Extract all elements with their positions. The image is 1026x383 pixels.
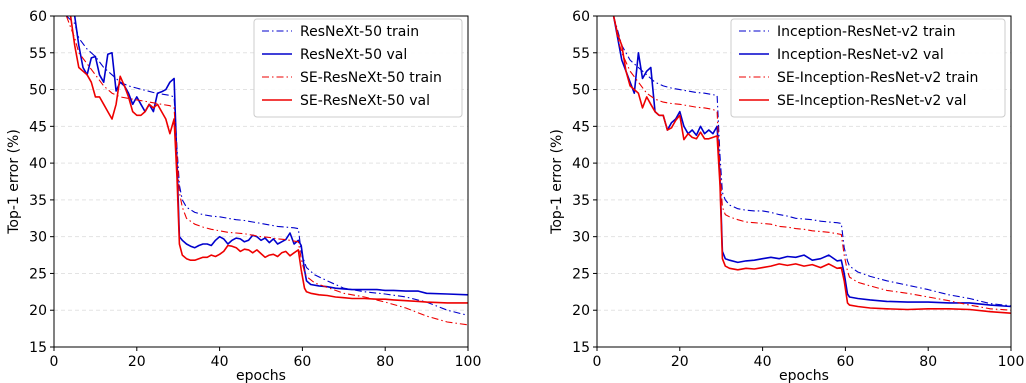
x-tick-label: 20	[671, 354, 689, 370]
y-tick-label: 55	[572, 46, 590, 62]
legend-label: ResNeXt-50 val	[300, 47, 407, 63]
legend-label: ResNeXt-50 train	[300, 24, 419, 40]
series-line-1	[613, 16, 1011, 307]
chart-panel-1: 0 20 40 60 80 100 15 20 25 30 35 40 45 50 55 60 epochs To…	[6, 9, 481, 383]
y-tick-label: 20	[29, 303, 47, 319]
x-tick-label: 60	[836, 354, 854, 370]
legend: Inception-ResNet-v2 train Inception-ResNe…	[730, 18, 1006, 118]
plot-frame	[596, 15, 1012, 348]
x-tick-label: 80	[919, 354, 937, 370]
legend-label: Inception-ResNet-v2 train	[777, 24, 956, 40]
x-tick-label: 40	[211, 354, 229, 370]
legend-label: SE-ResNeXt-50 train	[300, 70, 442, 86]
y-axis-label: Top-1 error (%)	[6, 129, 22, 235]
y-tick-label: 30	[29, 230, 47, 246]
series-line-4	[69, 16, 468, 304]
x-tick-label: 100	[998, 354, 1025, 370]
legend: ResNeXt-50 train ResNeXt-50 val SE-ResNeXt…	[253, 18, 463, 118]
legend-label: SE-Inception-ResNet-v2 val	[777, 93, 967, 109]
y-tick-label: 55	[29, 46, 47, 62]
y-tick-label: 30	[572, 230, 590, 246]
x-axis-label: epochs	[236, 368, 286, 383]
legend-label: Inception-ResNet-v2 val	[777, 47, 944, 63]
x-axis-label: epochs	[779, 368, 829, 383]
y-tick-label: 50	[572, 83, 590, 99]
y-tick-label: 15	[29, 340, 47, 356]
legend-box	[253, 18, 463, 118]
y-tick-label: 35	[29, 193, 47, 209]
y-tick-label: 45	[572, 119, 590, 135]
series-line-2	[612, 16, 1011, 308]
x-tick-label: 100	[455, 354, 482, 370]
y-tick-label: 20	[572, 303, 590, 319]
series-line-4	[612, 16, 1011, 314]
series-group	[612, 16, 1011, 314]
y-tick-label: 40	[572, 156, 590, 172]
y-tick-label: 35	[572, 193, 590, 209]
y-tick-label: 25	[572, 266, 590, 282]
y-tick-label: 25	[29, 266, 47, 282]
y-tick-label: 50	[29, 83, 47, 99]
x-tick-label: 40	[754, 354, 772, 370]
x-tick-label: 0	[593, 354, 602, 370]
x-tick-label: 80	[376, 354, 394, 370]
series-line-3	[65, 16, 468, 326]
x-tick-label: 20	[128, 354, 146, 370]
y-tick-label: 60	[572, 9, 590, 25]
y-tick-label: 45	[29, 119, 47, 135]
series-line-3	[613, 16, 1011, 311]
y-tick-label: 60	[29, 9, 47, 25]
x-tick-label: 60	[293, 354, 311, 370]
legend-label: SE-ResNeXt-50 val	[300, 93, 430, 109]
y-tick-label: 40	[29, 156, 47, 172]
series-group	[65, 16, 468, 326]
x-tick-label: 0	[50, 354, 59, 370]
legend-box	[730, 18, 1006, 118]
chart-panel-2: 0 20 40 60 80 100 15 20 25 30 35 40 45 50 55 60 epochs To…	[549, 9, 1024, 383]
y-axis-label: Top-1 error (%)	[549, 129, 565, 235]
legend-label: SE-Inception-ResNet-v2 train	[777, 70, 978, 86]
plot-frame	[53, 15, 469, 348]
y-tick-label: 15	[572, 340, 590, 356]
